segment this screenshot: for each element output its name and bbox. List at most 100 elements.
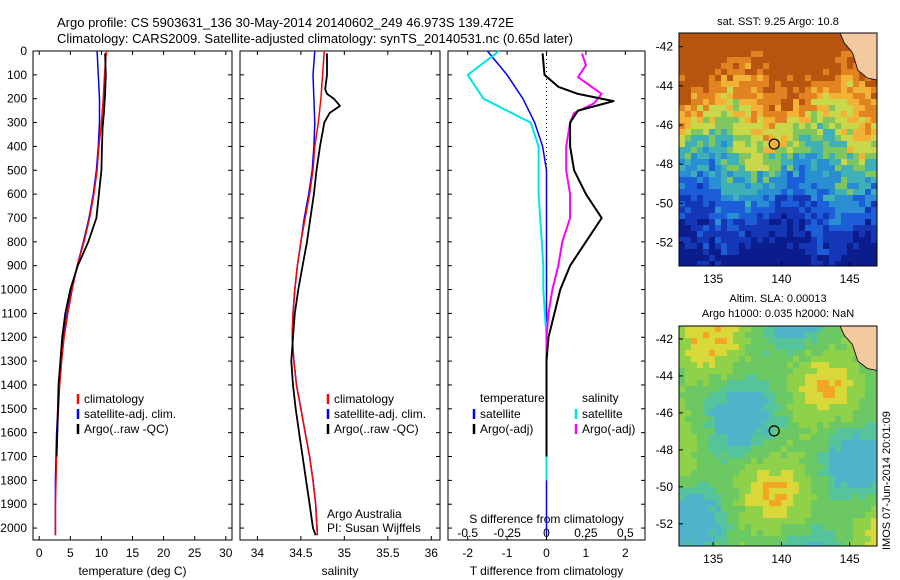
map-cell bbox=[781, 123, 787, 129]
map-cell bbox=[829, 51, 835, 57]
map-cell bbox=[841, 159, 847, 165]
map-cell bbox=[769, 129, 775, 135]
map-cell bbox=[745, 332, 751, 338]
map-cell bbox=[709, 470, 715, 476]
map-cell bbox=[721, 105, 727, 111]
map-cell bbox=[841, 165, 847, 171]
map-cell bbox=[811, 446, 817, 452]
map-cell bbox=[775, 506, 781, 512]
map-cell bbox=[715, 81, 721, 87]
map-cell bbox=[715, 362, 721, 368]
map-cell bbox=[727, 338, 733, 344]
map-cell bbox=[805, 464, 811, 470]
map-cell bbox=[823, 344, 829, 350]
map-cell bbox=[853, 542, 859, 546]
map-cell bbox=[793, 386, 799, 392]
map-cell bbox=[847, 111, 853, 117]
map-cell bbox=[769, 506, 775, 512]
map-cell bbox=[865, 392, 871, 398]
map-cell bbox=[745, 33, 751, 39]
map-cell bbox=[739, 500, 745, 506]
map-cell bbox=[811, 147, 817, 153]
map-cell bbox=[847, 249, 853, 255]
map-cell bbox=[799, 183, 805, 189]
map-cell bbox=[703, 165, 709, 171]
map-cell bbox=[793, 542, 799, 546]
map-cell bbox=[823, 39, 829, 45]
map-cell bbox=[775, 105, 781, 111]
map-cell bbox=[703, 129, 709, 135]
map-cell bbox=[709, 129, 715, 135]
map-cell bbox=[769, 57, 775, 63]
map-cell bbox=[733, 123, 739, 129]
map-cell bbox=[763, 63, 769, 69]
map-cell bbox=[781, 129, 787, 135]
map-cell bbox=[781, 374, 787, 380]
map-cell bbox=[823, 33, 829, 39]
map-cell bbox=[829, 207, 835, 213]
map-cell bbox=[703, 153, 709, 159]
map-cell bbox=[817, 195, 823, 201]
map-cell bbox=[835, 153, 841, 159]
map-cell bbox=[805, 255, 811, 261]
map-cell bbox=[763, 326, 769, 332]
map-cell bbox=[751, 177, 757, 183]
map-cell bbox=[817, 542, 823, 546]
map-cell bbox=[763, 75, 769, 81]
map-cell bbox=[829, 63, 835, 69]
y-tick-label: 2000 bbox=[0, 521, 27, 535]
map-cell bbox=[679, 398, 685, 404]
map-cell bbox=[715, 87, 721, 93]
map-cell bbox=[763, 374, 769, 380]
map-cell bbox=[721, 410, 727, 416]
map-cell bbox=[853, 117, 859, 123]
map-cell bbox=[727, 195, 733, 201]
map-cell bbox=[823, 494, 829, 500]
map-cell bbox=[709, 63, 715, 69]
map-cell bbox=[703, 105, 709, 111]
map-cell bbox=[763, 147, 769, 153]
map-cell bbox=[841, 237, 847, 243]
map-cell bbox=[841, 147, 847, 153]
map-cell bbox=[679, 99, 685, 105]
map-cell bbox=[793, 135, 799, 141]
map-cell bbox=[691, 117, 697, 123]
map-cell bbox=[817, 237, 823, 243]
map-cell bbox=[841, 207, 847, 213]
map-cell bbox=[811, 506, 817, 512]
map-cell bbox=[793, 189, 799, 195]
map-cell bbox=[823, 416, 829, 422]
map-cell bbox=[721, 356, 727, 362]
map-cell bbox=[793, 33, 799, 39]
map-cell bbox=[799, 398, 805, 404]
map-cell bbox=[829, 536, 835, 542]
map-cell bbox=[769, 530, 775, 536]
map-cell bbox=[871, 482, 877, 488]
map-cell bbox=[787, 440, 793, 446]
map-cell bbox=[775, 51, 781, 57]
map-cell bbox=[781, 57, 787, 63]
map-cell bbox=[685, 404, 691, 410]
map-cell bbox=[727, 332, 733, 338]
map-cell bbox=[835, 39, 841, 45]
map-cell bbox=[715, 75, 721, 81]
map-cell bbox=[811, 237, 817, 243]
map-cell bbox=[733, 500, 739, 506]
map-cell bbox=[733, 69, 739, 75]
map-cell bbox=[757, 33, 763, 39]
map-cell bbox=[859, 380, 865, 386]
map-cell bbox=[757, 183, 763, 189]
map-cell bbox=[817, 141, 823, 147]
map-cell bbox=[763, 51, 769, 57]
map-cell bbox=[823, 500, 829, 506]
map-cell bbox=[799, 464, 805, 470]
map-cell bbox=[829, 428, 835, 434]
map-cell bbox=[727, 207, 733, 213]
map-cell bbox=[817, 207, 823, 213]
map-cell bbox=[763, 350, 769, 356]
map-cell bbox=[859, 392, 865, 398]
map-cell bbox=[763, 159, 769, 165]
map-cell bbox=[745, 446, 751, 452]
y-tick-label: 500 bbox=[7, 163, 27, 177]
map-cell bbox=[829, 326, 835, 332]
